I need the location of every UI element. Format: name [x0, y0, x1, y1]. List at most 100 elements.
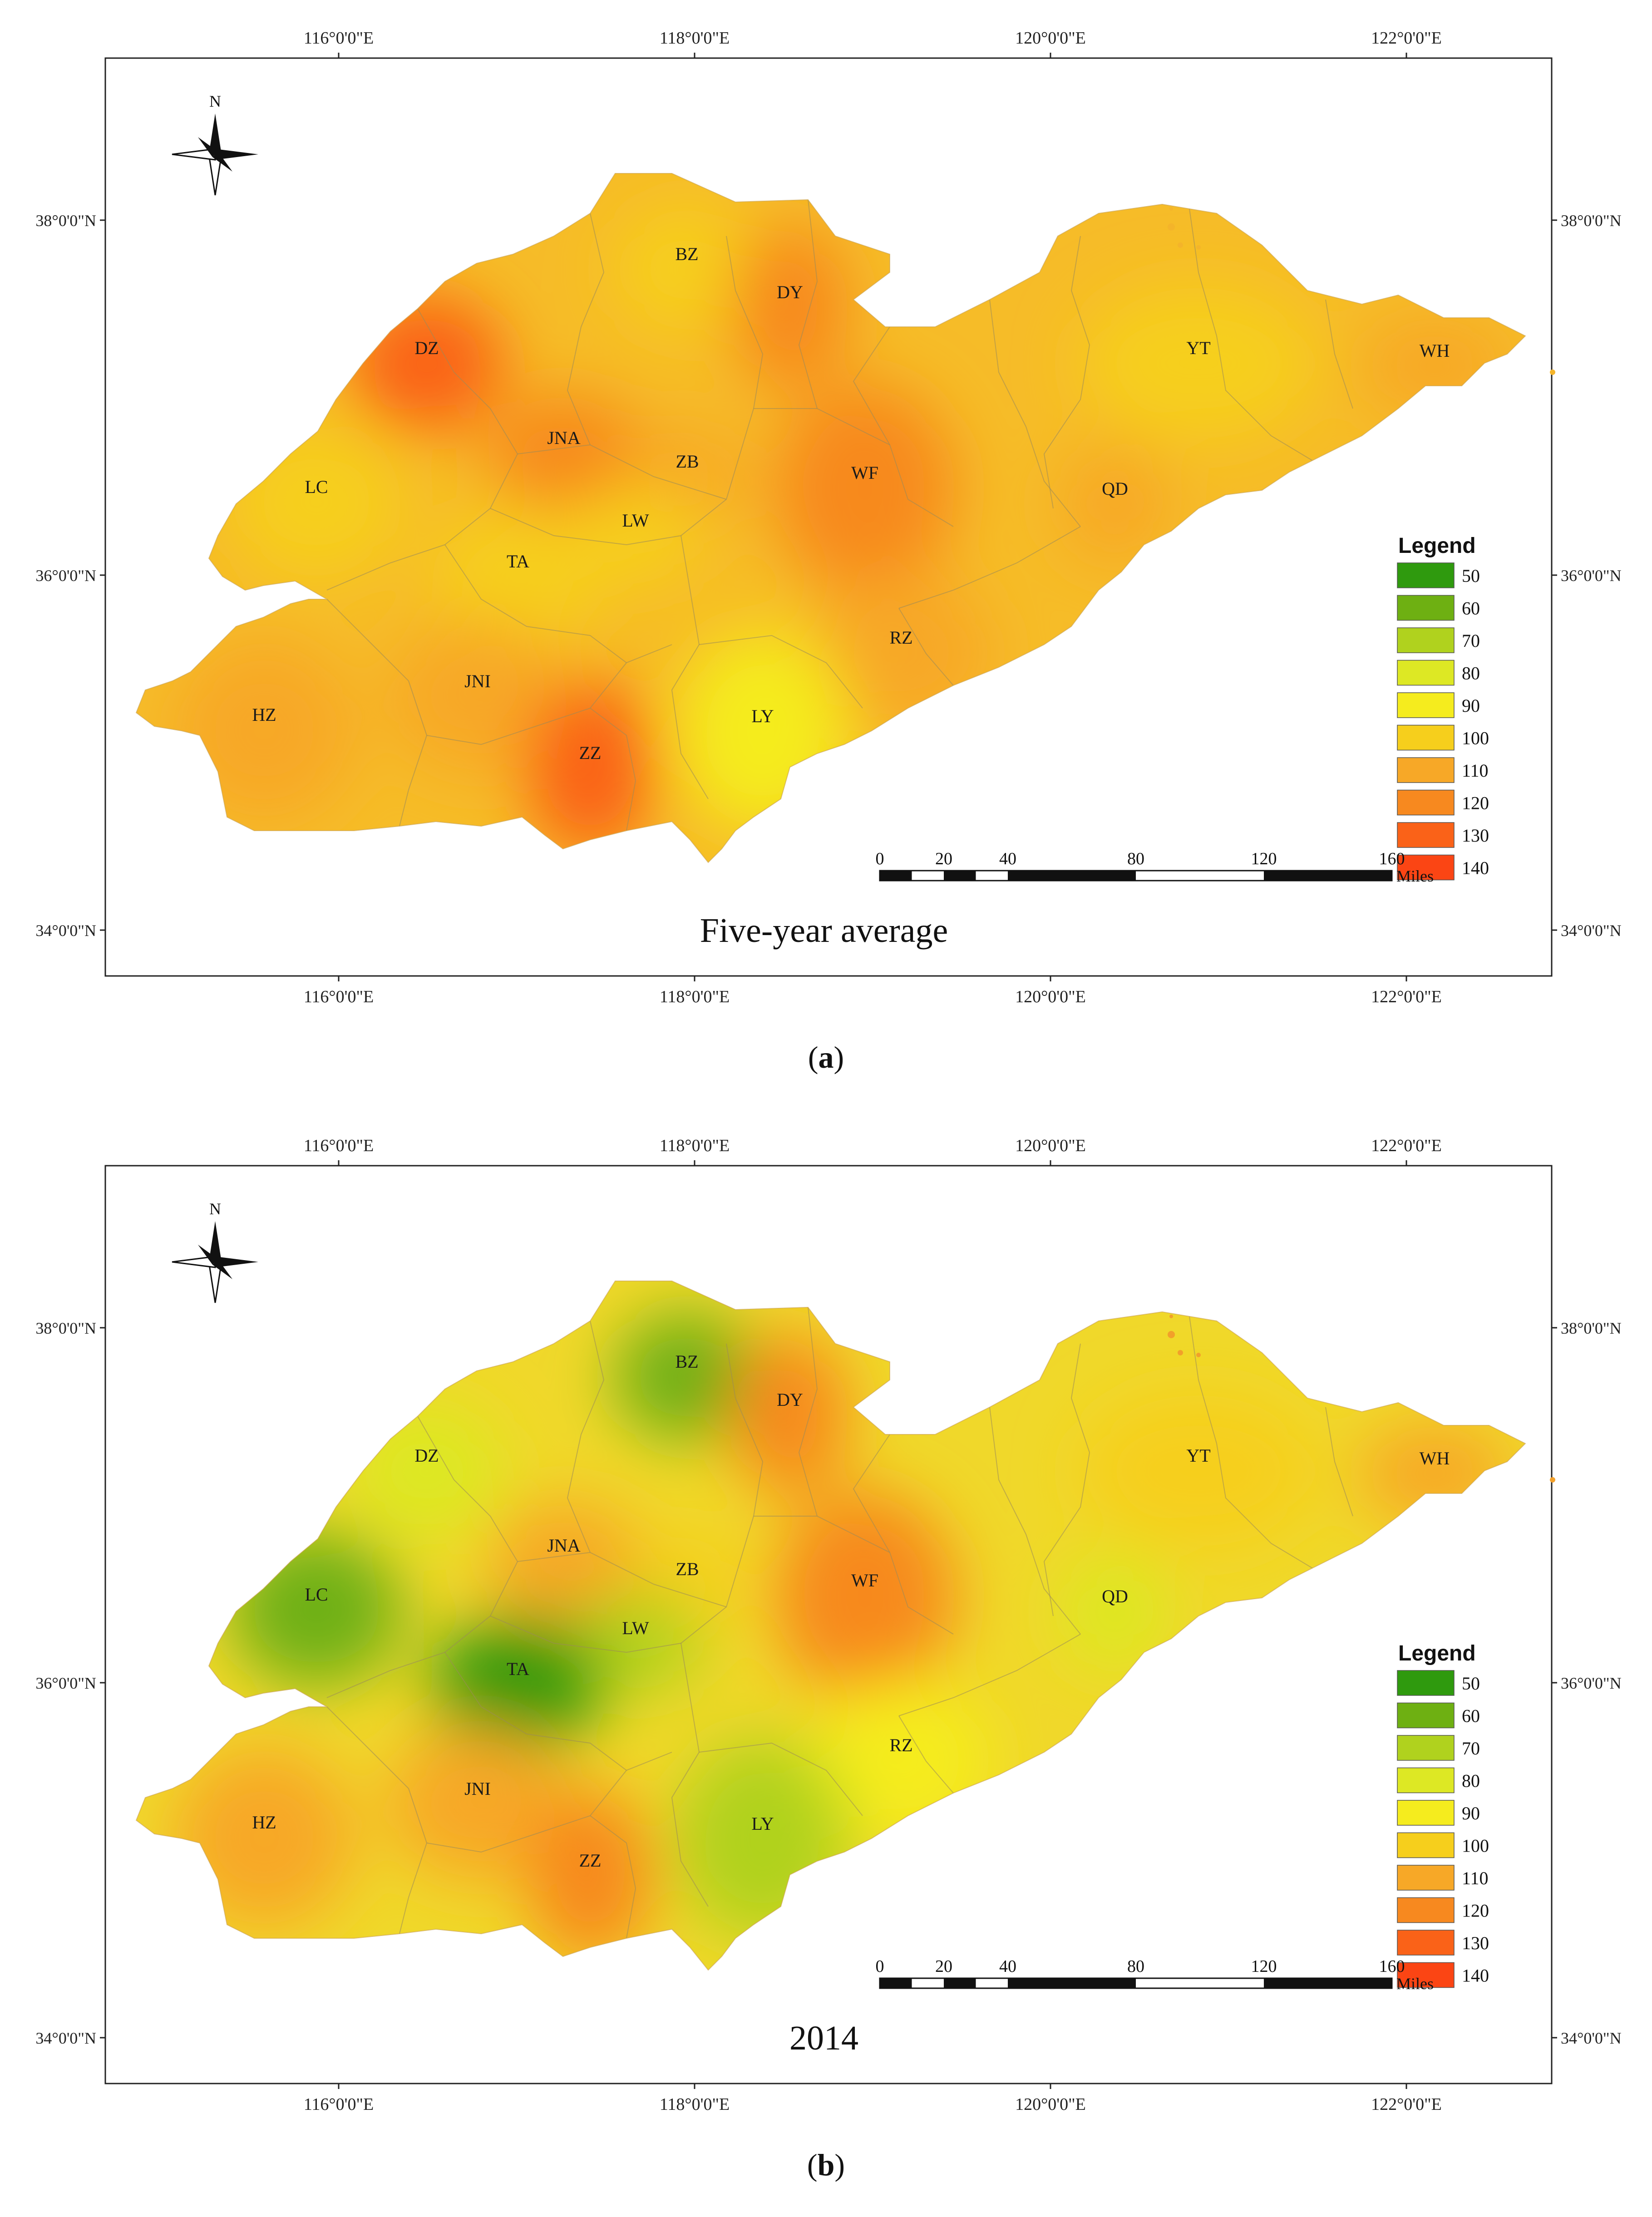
legend-label: 50	[1462, 566, 1480, 586]
county-boundary	[726, 1343, 764, 1607]
scale-bar-label: 160	[1379, 849, 1405, 868]
top-tick-label: 118°0'0"E	[660, 29, 730, 48]
city-label-qd: QD	[1102, 1586, 1128, 1606]
legend-label: 130	[1462, 1933, 1489, 1953]
city-label-lw: LW	[622, 510, 649, 531]
north-arrow-icon: N	[172, 92, 258, 196]
value-blob-bz	[614, 206, 759, 333]
scale-bar-label: 160	[1379, 1957, 1405, 1976]
county-boundary	[1325, 1407, 1353, 1517]
right-tick-label: 38°0'0"N	[1561, 1319, 1622, 1337]
county-boundary	[853, 326, 890, 445]
map-title: 2014	[789, 2019, 858, 2057]
city-label-dz: DZ	[414, 338, 439, 358]
scale-bar-label: 20	[935, 849, 952, 868]
legend-title: Legend	[1398, 534, 1476, 558]
city-label-lw: LW	[622, 1618, 649, 1638]
caption-a: (a)	[808, 1040, 844, 1074]
legend-swatch	[1397, 724, 1455, 751]
legend-title: Legend	[1398, 1641, 1476, 1665]
legend-label: 80	[1462, 1771, 1480, 1791]
county-boundary	[1043, 1343, 1090, 1616]
city-label-qd: QD	[1102, 478, 1128, 499]
caption-b: (b)	[807, 2148, 845, 2182]
value-blob-wf	[774, 384, 956, 592]
graticule: 116°0'0"E 118°0'0"E 120°0'0"E 122°0'0"E 116°…	[35, 29, 1621, 1006]
county-boundary	[326, 599, 428, 827]
legend-swatch	[1397, 1800, 1455, 1826]
bottom-tick-label: 116°0'0"E	[304, 2095, 374, 2114]
north-label: N	[209, 1200, 221, 1218]
bottom-tick-label: 122°0'0"E	[1371, 987, 1442, 1006]
city-labels: BZ DY DZ JNA ZB WF YT WH LC QD LW TA RZ JNI HZ ZZ LY	[252, 244, 1450, 763]
county-boundary	[444, 1652, 627, 1771]
island	[1168, 223, 1175, 231]
interpolated-surface	[136, 1281, 1525, 1970]
scale-bar-label: 120	[1251, 849, 1277, 868]
legend-swatch	[1397, 627, 1455, 653]
county-boundary	[898, 526, 1081, 609]
city-label-jna: JNA	[547, 428, 580, 448]
scale-bar-label: 120	[1251, 1957, 1277, 1976]
value-blob-wf	[774, 1491, 956, 1700]
city-label-jna: JNA	[547, 1535, 580, 1556]
county-boundaries	[326, 1307, 1353, 1939]
province-outline	[135, 173, 1526, 863]
north-arrow-north-point	[209, 113, 222, 154]
legend-label: 120	[1462, 1901, 1489, 1921]
map-figure-b: 116°0'0"E 118°0'0"E 120°0'0"E 122°0'0"E 116°…	[35, 1136, 1621, 2114]
island	[1168, 1331, 1175, 1338]
top-tick-label: 120°0'0"E	[1015, 1136, 1086, 1155]
bottom-tick-label: 116°0'0"E	[304, 987, 374, 1006]
scale-bar-label: 80	[1127, 1957, 1144, 1976]
north-arrow-north-point	[209, 1221, 222, 1262]
city-label-zz: ZZ	[579, 1850, 602, 1871]
value-blob-yt	[1080, 1394, 1317, 1548]
city-label-ta: TA	[507, 1659, 529, 1679]
north-arrow-icon: N	[172, 1200, 258, 1303]
legend-swatch	[1397, 1865, 1455, 1891]
scale-bar-label: 20	[935, 1957, 952, 1976]
legend-swatch	[1397, 822, 1455, 848]
scale-bar-segment	[944, 1978, 976, 1988]
value-blob-qd	[1060, 445, 1169, 563]
caption-letter-a: a	[818, 1040, 834, 1074]
legend-swatch	[1397, 1832, 1455, 1858]
right-tick-label: 36°0'0"N	[1561, 1674, 1622, 1692]
value-blob-ta	[432, 508, 604, 645]
county-boundary	[898, 608, 954, 686]
scale-bar-label: 0	[876, 1957, 884, 1976]
legend-swatch	[1397, 692, 1455, 718]
right-tick-label: 34°0'0"N	[1561, 921, 1622, 940]
left-tick-label: 36°0'0"N	[35, 1674, 96, 1692]
legend-swatch	[1397, 854, 1455, 881]
top-tick-label: 120°0'0"E	[1015, 29, 1086, 48]
bottom-tick-label: 122°0'0"E	[1371, 2095, 1442, 2114]
legend-swatch	[1397, 562, 1455, 588]
county-boundary	[671, 535, 709, 799]
legend-label: 50	[1462, 1673, 1480, 1694]
island	[1169, 207, 1173, 211]
map-title: Five-year average	[700, 911, 948, 950]
legend-swatch	[1397, 1930, 1455, 1956]
legend-label: 60	[1462, 598, 1480, 619]
city-label-wf: WF	[851, 1570, 878, 1591]
caption-letter-b: b	[817, 2148, 835, 2182]
legend-label: 140	[1462, 1966, 1489, 1986]
county-boundary	[517, 444, 591, 454]
value-blob-jni	[387, 619, 568, 773]
legend-swatch	[1397, 595, 1455, 621]
city-label-jni: JNI	[464, 671, 491, 691]
county-boundary	[1043, 236, 1090, 509]
island	[1550, 1477, 1555, 1483]
graticule: 116°0'0"E 118°0'0"E 120°0'0"E 122°0'0"E 116°…	[35, 1136, 1621, 2114]
county-boundary	[490, 499, 727, 546]
left-tick-label: 38°0'0"N	[35, 212, 96, 230]
county-boundary	[726, 236, 764, 500]
legend-label: 120	[1462, 793, 1489, 813]
value-blob-zz	[527, 682, 654, 854]
value-blob-bz	[614, 1313, 759, 1440]
city-label-rz: RZ	[889, 1735, 912, 1755]
value-blob-dy	[731, 226, 849, 389]
